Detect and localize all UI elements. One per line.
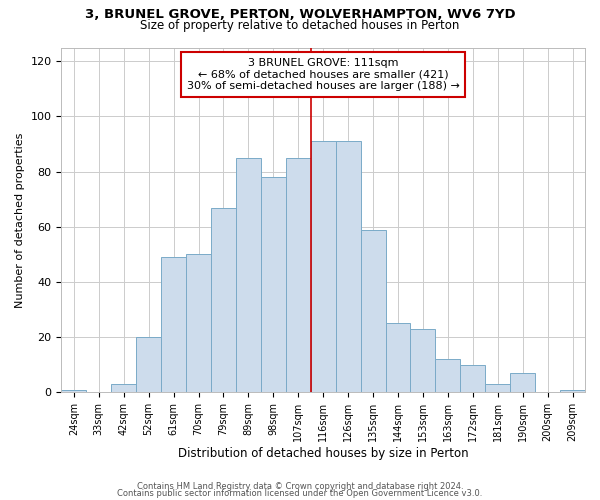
Bar xyxy=(410,329,436,392)
Bar xyxy=(186,254,211,392)
Bar xyxy=(311,142,335,392)
Bar xyxy=(161,257,186,392)
Text: 3, BRUNEL GROVE, PERTON, WOLVERHAMPTON, WV6 7YD: 3, BRUNEL GROVE, PERTON, WOLVERHAMPTON, … xyxy=(85,8,515,20)
Bar xyxy=(236,158,261,392)
Bar xyxy=(560,390,585,392)
Bar xyxy=(286,158,311,392)
Text: Contains HM Land Registry data © Crown copyright and database right 2024.: Contains HM Land Registry data © Crown c… xyxy=(137,482,463,491)
Text: Size of property relative to detached houses in Perton: Size of property relative to detached ho… xyxy=(140,18,460,32)
Bar xyxy=(510,373,535,392)
Bar xyxy=(335,142,361,392)
Bar xyxy=(61,390,86,392)
Bar xyxy=(111,384,136,392)
Bar xyxy=(386,324,410,392)
Bar xyxy=(460,365,485,392)
Bar xyxy=(261,177,286,392)
Y-axis label: Number of detached properties: Number of detached properties xyxy=(15,132,25,308)
Bar xyxy=(485,384,510,392)
Bar xyxy=(211,208,236,392)
Bar xyxy=(436,359,460,392)
Bar xyxy=(361,230,386,392)
X-axis label: Distribution of detached houses by size in Perton: Distribution of detached houses by size … xyxy=(178,447,469,460)
Bar xyxy=(136,337,161,392)
Text: 3 BRUNEL GROVE: 111sqm
← 68% of detached houses are smaller (421)
30% of semi-de: 3 BRUNEL GROVE: 111sqm ← 68% of detached… xyxy=(187,58,460,91)
Text: Contains public sector information licensed under the Open Government Licence v3: Contains public sector information licen… xyxy=(118,489,482,498)
